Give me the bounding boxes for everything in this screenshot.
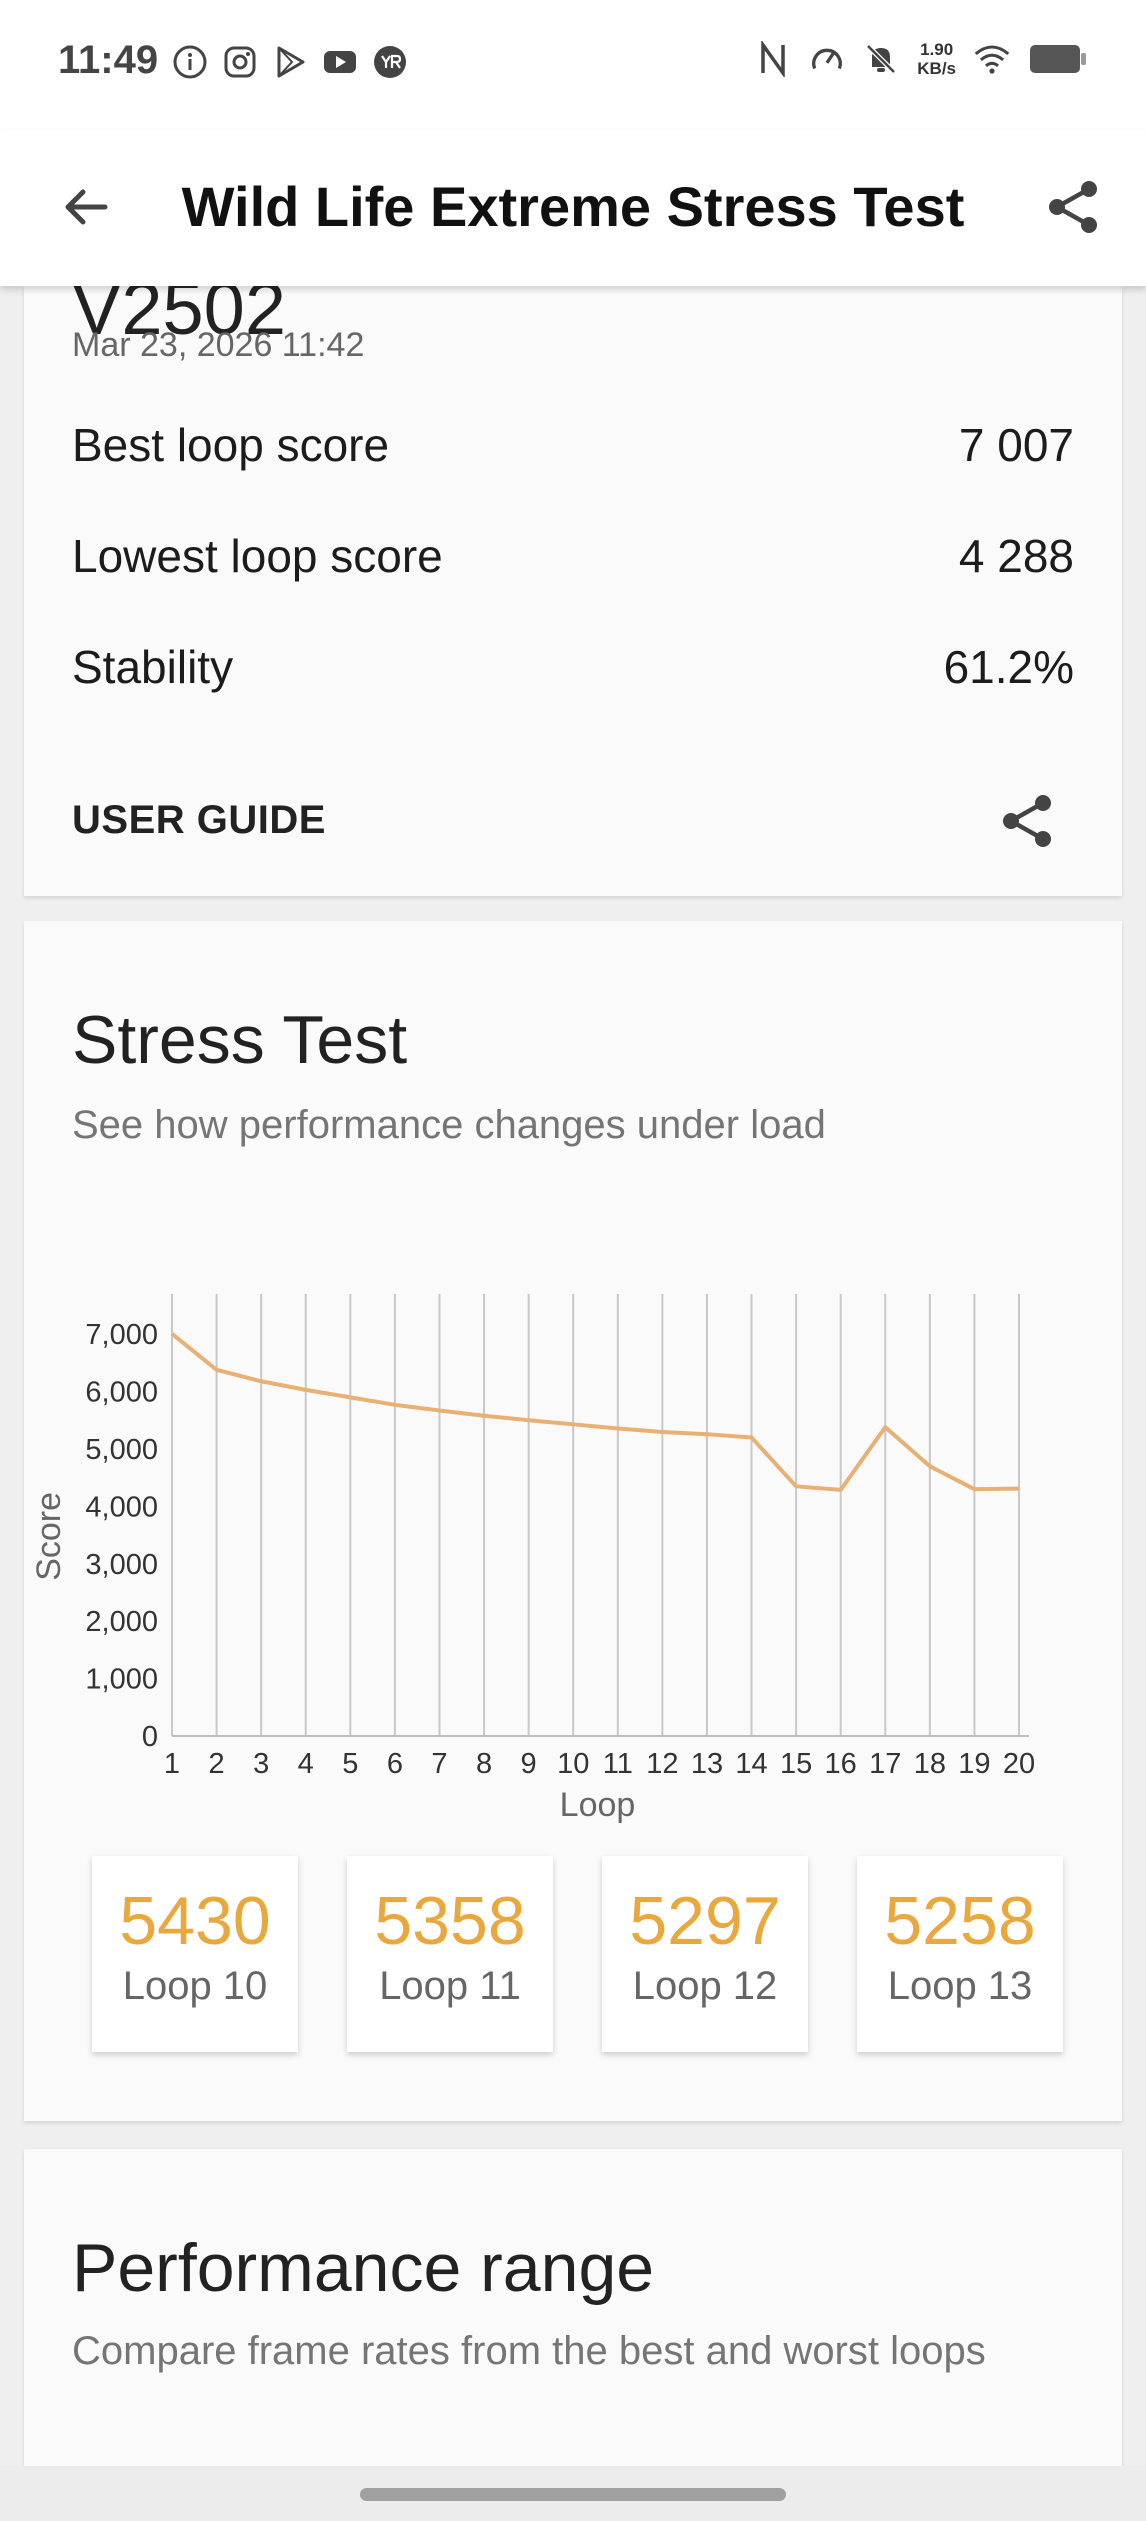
stability-value: 61.2% [943, 641, 1074, 693]
status-time: 11:49 [58, 38, 159, 82]
lowest-loop-label: Lowest loop score [72, 530, 443, 582]
x-tick-label: 8 [476, 1748, 492, 1780]
nfc-icon [755, 41, 791, 77]
x-tick-label: 17 [869, 1748, 901, 1780]
back-button[interactable] [52, 172, 122, 242]
x-tick-label: 9 [521, 1748, 537, 1780]
run-date: Mar 23, 2026 11:42 [72, 326, 365, 364]
loop-label: Loop 13 [887, 1964, 1033, 2008]
share-icon [1003, 795, 1051, 847]
x-tick-label: 4 [298, 1748, 314, 1780]
device-name: V2502 [72, 286, 286, 350]
network-speed-unit: KB/s [917, 59, 956, 78]
navigation-handle[interactable] [360, 2488, 786, 2501]
x-tick-label: 18 [914, 1748, 946, 1780]
x-tick-label: 11 [603, 1748, 633, 1780]
network-speed: 1.90 KB/s [917, 40, 956, 78]
loop-label: Loop 10 [122, 1964, 268, 2008]
y-tick-label: 3,000 [85, 1549, 158, 1581]
loop-score-card: 5258 Loop 13 [857, 1856, 1063, 2052]
status-bar: 11:49 1.90 KB/s [0, 0, 1146, 130]
loop-score: 5358 [374, 1883, 526, 1959]
yr-icon [372, 44, 408, 80]
x-tick-label: 13 [691, 1748, 723, 1780]
loop-score: 5297 [629, 1883, 781, 1959]
lowest-loop-row: Lowest loop score 4 288 [72, 529, 1074, 583]
loop-score: 5430 [119, 1883, 271, 1959]
x-tick-label: 12 [646, 1748, 678, 1780]
loop-label: Loop 12 [632, 1964, 778, 2008]
play-store-icon [272, 44, 308, 80]
app-bar: Wild Life Extreme Stress Test [0, 130, 1146, 286]
score-series-line [170, 1332, 1020, 1492]
y-tick-label: 2,000 [85, 1606, 158, 1638]
system-icons: 1.90 KB/s [755, 40, 1088, 78]
x-tick-label: 6 [387, 1748, 403, 1780]
instagram-icon [222, 44, 258, 80]
wifi-icon [974, 41, 1010, 77]
x-tick-label: 14 [735, 1748, 767, 1780]
share-button[interactable] [1038, 172, 1108, 242]
x-tick-label: 16 [825, 1748, 857, 1780]
x-tick-label: 3 [253, 1748, 269, 1780]
x-tick-label: 5 [342, 1748, 358, 1780]
y-tick-label: 5,000 [85, 1434, 158, 1466]
page-title: Wild Life Extreme Stress Test [181, 175, 965, 238]
stability-label: Stability [72, 641, 234, 693]
loop-label: Loop 11 [379, 1964, 521, 2008]
x-tick-label: 10 [557, 1748, 589, 1780]
network-speed-value: 1.90 [920, 40, 954, 59]
youtube-icon [322, 44, 358, 80]
mute-bell-icon [863, 41, 899, 77]
loop-score-card: 5430 Loop 10 [92, 1856, 298, 2052]
share-result-button[interactable] [992, 786, 1062, 856]
x-tick-label: 7 [431, 1748, 447, 1780]
y-tick-label: 0 [142, 1721, 158, 1753]
info-icon [172, 44, 208, 80]
stress-test-subtitle: See how performance changes under load [72, 1103, 826, 1147]
x-tick-label: 19 [958, 1748, 990, 1780]
loop-score-card: 5358 Loop 11 [347, 1856, 553, 2052]
speedometer-icon [809, 41, 845, 77]
share-icon [1049, 181, 1097, 233]
x-tick-label: 15 [780, 1748, 812, 1780]
notification-icons [172, 44, 408, 80]
result-summary-card: V2502 Mar 23, 2026 11:42 Best loop score… [24, 286, 1122, 896]
stress-test-title: Stress Test [72, 1002, 408, 1078]
user-guide-button[interactable]: USER GUIDE [72, 798, 326, 842]
performance-range-subtitle: Compare frame rates from the best and wo… [72, 2329, 986, 2373]
stress-test-chart: 1 2 3 4 5 6 7 8 9 10 11 12 13 14 15 16 17 18 19 2001,0002,0… [30, 1294, 1035, 1824]
stress-test-card: Stress Test See how performance changes … [24, 921, 1122, 2121]
performance-range-card: Performance range Compare frame rates fr… [24, 2149, 1122, 2521]
loop-score-card: 5297 Loop 12 [602, 1856, 808, 2052]
y-tick-label: 6,000 [85, 1377, 158, 1409]
performance-range-title: Performance range [72, 2230, 655, 2306]
y-tick-label: 7,000 [85, 1319, 158, 1351]
y-tick-label: 1,000 [85, 1664, 158, 1696]
best-loop-label: Best loop score [72, 419, 390, 471]
x-tick-label: 1 [164, 1748, 180, 1780]
best-loop-value: 7 007 [958, 419, 1074, 471]
battery-icon [1028, 41, 1088, 77]
x-axis-title: Loop [560, 1786, 636, 1824]
y-tick-label: 4,000 [85, 1491, 158, 1523]
y-axis-title: Score [30, 1492, 68, 1581]
lowest-loop-value: 4 288 [958, 530, 1074, 582]
best-loop-row: Best loop score 7 007 [72, 418, 1074, 472]
loop-score: 5258 [884, 1883, 1036, 1959]
arrow-back-icon [65, 189, 108, 225]
stability-row: Stability 61.2% [72, 640, 1074, 694]
x-tick-label: 2 [209, 1748, 225, 1780]
x-tick-label: 20 [1003, 1748, 1035, 1780]
